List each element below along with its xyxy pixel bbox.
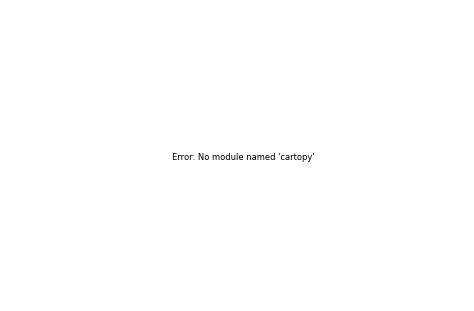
Text: Error: No module named 'cartopy': Error: No module named 'cartopy' (172, 153, 314, 161)
